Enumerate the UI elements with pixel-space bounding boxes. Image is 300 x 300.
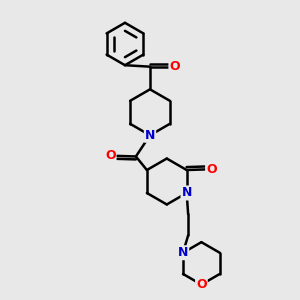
Text: O: O bbox=[206, 163, 217, 176]
Text: O: O bbox=[105, 149, 116, 162]
Text: N: N bbox=[145, 129, 155, 142]
Text: O: O bbox=[196, 278, 207, 291]
Text: N: N bbox=[182, 187, 192, 200]
Text: O: O bbox=[169, 60, 180, 73]
Text: N: N bbox=[178, 246, 188, 259]
